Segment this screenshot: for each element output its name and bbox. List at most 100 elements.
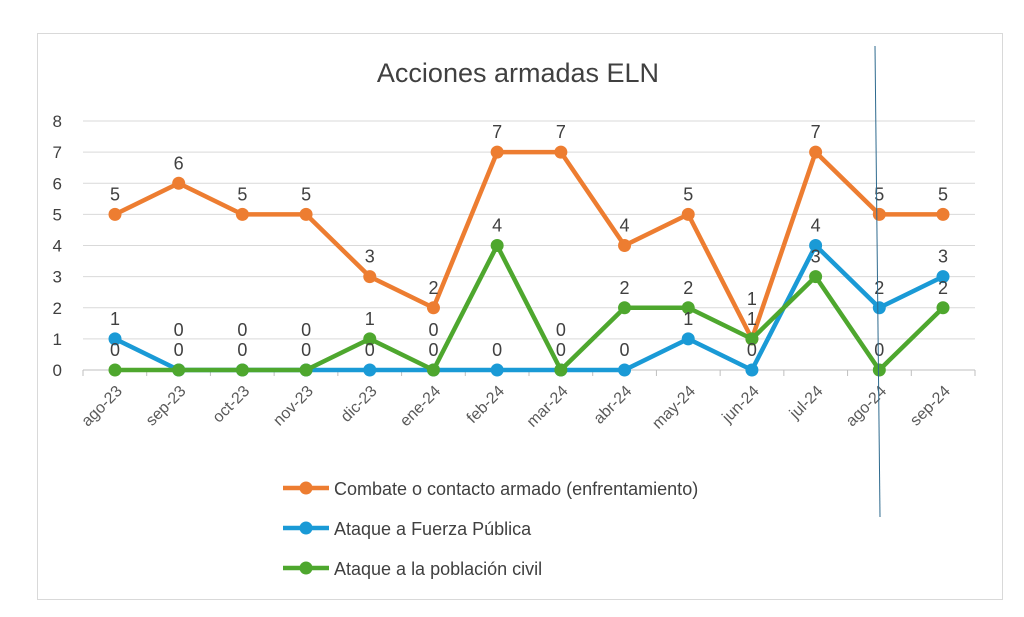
data-point	[681, 332, 695, 346]
data-label: 1	[747, 309, 757, 329]
data-label: 0	[556, 320, 566, 340]
data-label: 5	[301, 184, 311, 204]
y-tick-label: 0	[53, 361, 62, 380]
y-tick-label: 1	[53, 330, 62, 349]
x-tick-label: nov-23	[270, 383, 317, 430]
x-tick-label: sep-23	[143, 383, 190, 430]
data-point	[809, 145, 823, 159]
x-tick-label: jul-24	[786, 383, 826, 423]
data-point	[554, 363, 568, 377]
chart-title: Acciones armadas ELN	[377, 58, 659, 88]
data-label: 0	[237, 340, 247, 360]
data-point	[108, 332, 122, 346]
data-label: 3	[938, 247, 948, 267]
data-label: 1	[683, 309, 693, 329]
data-point	[426, 363, 440, 377]
legend-label: Combate o contacto armado (enfrentamient…	[334, 479, 698, 499]
data-point	[872, 301, 886, 315]
legend-marker	[299, 521, 313, 535]
data-point	[681, 207, 695, 221]
series-line	[115, 243, 945, 373]
data-label: 5	[237, 184, 247, 204]
data-label: 5	[938, 184, 948, 204]
x-tick-label: ene-24	[397, 383, 444, 430]
data-point	[554, 145, 568, 159]
data-point	[936, 270, 950, 284]
data-point	[809, 239, 823, 252]
y-tick-label: 5	[53, 205, 62, 224]
y-tick-label: 7	[53, 143, 62, 162]
y-tick-label: 6	[53, 174, 62, 193]
data-point	[299, 363, 313, 377]
data-point	[363, 332, 377, 346]
data-label: 0	[301, 340, 311, 360]
vertical-marker-line	[874, 45, 881, 518]
legend-label: Ataque a Fuerza Pública	[334, 519, 532, 539]
data-label: 5	[683, 184, 693, 204]
data-label: 0	[174, 340, 184, 360]
data-point	[235, 363, 249, 377]
data-label: 7	[556, 122, 566, 142]
legend-label: Ataque a la población civil	[334, 559, 542, 579]
data-point	[490, 239, 504, 252]
series-line	[114, 149, 943, 342]
data-label: 5	[874, 184, 884, 204]
data-point	[490, 363, 504, 377]
data-point	[299, 207, 313, 221]
x-tick-label: abr-24	[591, 383, 636, 428]
data-point	[681, 301, 695, 315]
y-tick-label: 8	[53, 112, 62, 131]
y-tick-label: 3	[53, 268, 62, 287]
data-label: 0	[110, 340, 120, 360]
data-point	[490, 145, 504, 159]
data-point	[936, 207, 950, 221]
data-point	[108, 207, 122, 221]
data-point	[363, 363, 377, 377]
legend-marker	[299, 561, 313, 575]
data-label: 2	[428, 278, 438, 298]
data-point	[809, 270, 823, 284]
data-label: 2	[620, 278, 630, 298]
data-point	[426, 301, 440, 315]
legend-marker	[299, 481, 313, 495]
data-label: 7	[492, 122, 502, 142]
y-tick-label: 2	[53, 299, 62, 318]
data-label: 6	[174, 153, 184, 173]
data-point	[363, 270, 377, 284]
x-tick-label: jun-24	[719, 383, 763, 427]
data-label: 4	[620, 216, 630, 236]
data-label: 7	[811, 122, 821, 142]
x-tick-label: sep-24	[907, 383, 954, 430]
data-label: 0	[620, 340, 630, 360]
data-label: 0	[874, 340, 884, 360]
data-point	[618, 301, 632, 315]
data-point	[936, 301, 950, 315]
data-point	[235, 207, 249, 221]
data-label: 0	[237, 320, 247, 340]
data-label: 3	[811, 247, 821, 267]
y-tick-label: 4	[53, 237, 62, 256]
data-label: 1	[365, 309, 375, 329]
data-point	[745, 332, 759, 346]
x-tick-label: dic-23	[338, 383, 381, 426]
data-point	[172, 363, 186, 377]
data-label: 1	[747, 289, 757, 309]
data-point	[745, 363, 759, 377]
data-point	[618, 239, 632, 252]
data-label: 2	[938, 278, 948, 298]
data-point	[172, 176, 186, 190]
x-tick-label: may-24	[649, 383, 699, 433]
data-label: 4	[811, 216, 821, 236]
x-tick-label: mar-24	[524, 383, 572, 431]
data-label: 2	[683, 278, 693, 298]
data-label: 5	[110, 184, 120, 204]
data-label: 2	[874, 278, 884, 298]
data-label: 0	[556, 340, 566, 360]
x-tick-label: feb-24	[464, 383, 508, 427]
data-label: 0	[365, 340, 375, 360]
data-label: 0	[301, 320, 311, 340]
data-point	[872, 363, 886, 377]
data-point	[618, 363, 632, 377]
x-tick-label: ago-23	[79, 383, 126, 430]
